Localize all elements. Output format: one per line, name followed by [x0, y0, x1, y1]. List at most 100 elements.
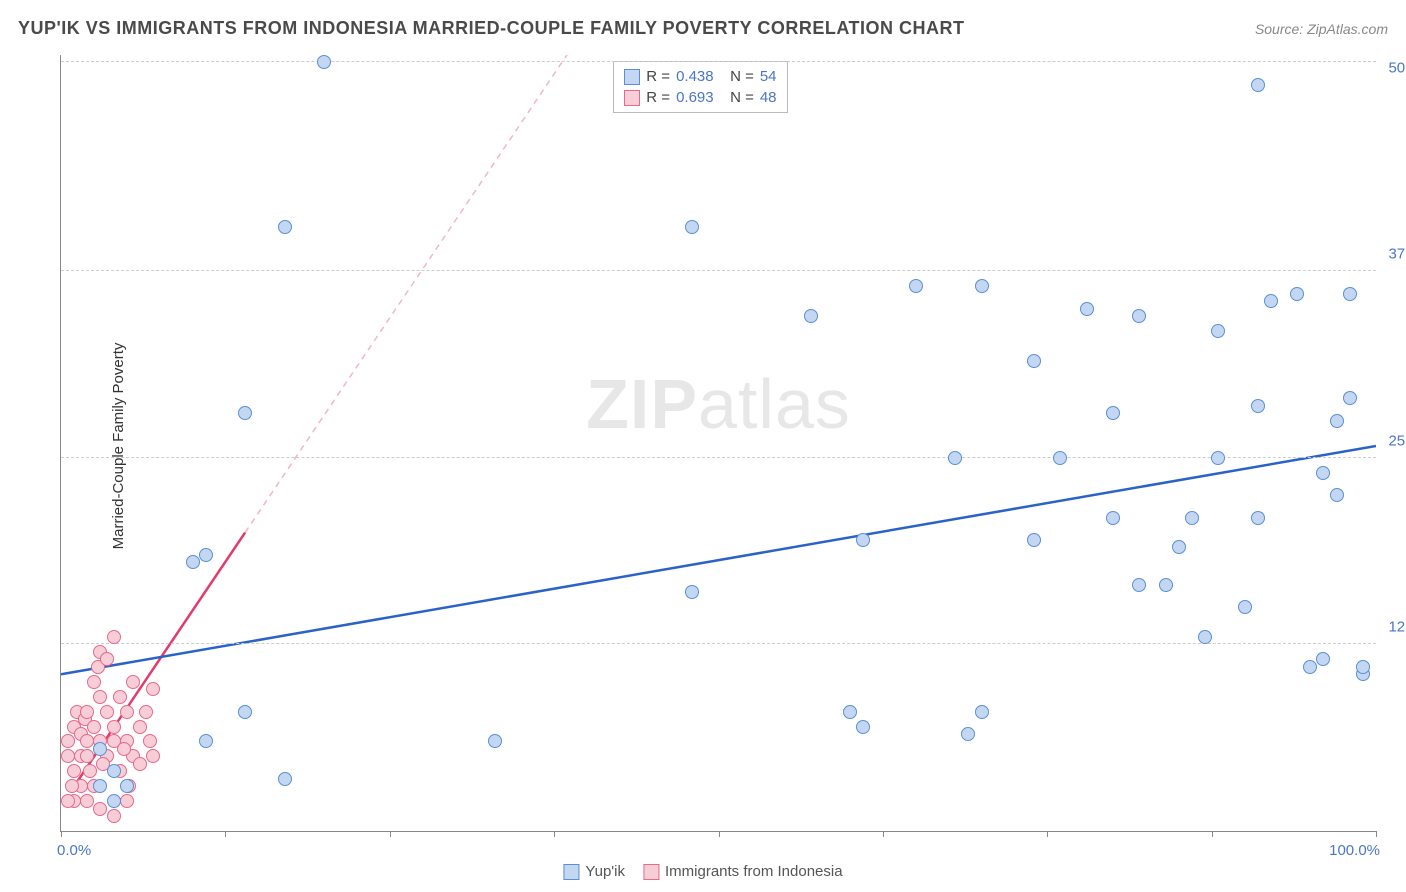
data-point-series1 — [1316, 652, 1330, 666]
data-point-series2 — [139, 705, 153, 719]
data-point-series1 — [975, 279, 989, 293]
data-point-series2 — [61, 749, 75, 763]
data-point-series1 — [278, 772, 292, 786]
data-point-series1 — [1211, 324, 1225, 338]
data-point-series2 — [65, 779, 79, 793]
data-point-series1 — [1251, 78, 1265, 92]
r-value-2: 0.693 — [676, 89, 724, 106]
x-tick — [554, 831, 555, 837]
data-point-series2 — [93, 802, 107, 816]
data-point-series1 — [1132, 578, 1146, 592]
data-point-series2 — [80, 794, 94, 808]
data-point-series2 — [61, 794, 75, 808]
data-point-series2 — [146, 682, 160, 696]
data-point-series1 — [1106, 511, 1120, 525]
data-point-series1 — [1132, 309, 1146, 323]
data-point-series1 — [199, 734, 213, 748]
data-point-series1 — [1303, 660, 1317, 674]
data-point-series1 — [488, 734, 502, 748]
chart-title: YUP'IK VS IMMIGRANTS FROM INDONESIA MARR… — [18, 18, 965, 39]
data-point-series2 — [80, 705, 94, 719]
data-point-series1 — [1264, 294, 1278, 308]
scatter-chart: ZIPatlas R = 0.438 N = 54 R = 0.693 N = … — [60, 55, 1376, 832]
data-point-series2 — [61, 734, 75, 748]
data-point-series1 — [1198, 630, 1212, 644]
data-point-series1 — [1251, 511, 1265, 525]
data-point-series2 — [93, 690, 107, 704]
n-value-1: 54 — [760, 68, 777, 85]
x-tick — [225, 831, 226, 837]
trendlines-svg — [61, 55, 1376, 831]
bottom-swatch-1 — [563, 864, 579, 880]
data-point-series1 — [856, 533, 870, 547]
data-point-series1 — [1251, 399, 1265, 413]
x-tick-label: 100.0% — [1329, 842, 1380, 859]
data-point-series1 — [909, 279, 923, 293]
gridline-h — [61, 457, 1376, 458]
data-point-series1 — [948, 451, 962, 465]
data-point-series1 — [961, 727, 975, 741]
r-label-2: R = — [646, 89, 670, 106]
gridline-h — [61, 270, 1376, 271]
y-tick-label: 25.0% — [1388, 432, 1406, 449]
data-point-series1 — [1027, 533, 1041, 547]
data-point-series1 — [975, 705, 989, 719]
source-attribution: Source: ZipAtlas.com — [1255, 21, 1388, 37]
legend-row-series1: R = 0.438 N = 54 — [624, 66, 776, 87]
x-tick — [61, 831, 62, 837]
data-point-series2 — [87, 675, 101, 689]
data-point-series1 — [1290, 287, 1304, 301]
y-tick-label: 37.5% — [1388, 246, 1406, 263]
data-point-series1 — [1159, 578, 1173, 592]
gridline-h — [61, 61, 1376, 62]
gridline-h — [61, 643, 1376, 644]
data-point-series1 — [1172, 540, 1186, 554]
bottom-label-1: Yup'ik — [585, 863, 625, 880]
data-point-series1 — [1330, 414, 1344, 428]
trendline — [61, 446, 1376, 674]
data-point-series1 — [186, 555, 200, 569]
data-point-series2 — [107, 630, 121, 644]
data-point-series2 — [100, 652, 114, 666]
data-point-series1 — [1316, 466, 1330, 480]
r-label-1: R = — [646, 68, 670, 85]
trendline — [245, 55, 587, 533]
data-point-series1 — [1343, 391, 1357, 405]
x-tick — [1376, 831, 1377, 837]
data-point-series2 — [113, 690, 127, 704]
watermark-atlas: atlas — [698, 365, 851, 443]
x-tick — [883, 831, 884, 837]
data-point-series2 — [83, 764, 97, 778]
legend-swatch-series1 — [624, 69, 640, 85]
data-point-series1 — [685, 585, 699, 599]
data-point-series1 — [107, 794, 121, 808]
bottom-swatch-2 — [643, 864, 659, 880]
watermark: ZIPatlas — [586, 364, 851, 444]
data-point-series1 — [107, 764, 121, 778]
data-point-series1 — [238, 705, 252, 719]
data-point-series1 — [843, 705, 857, 719]
data-point-series2 — [143, 734, 157, 748]
data-point-series1 — [1356, 660, 1370, 674]
data-point-series1 — [199, 548, 213, 562]
data-point-series1 — [1185, 511, 1199, 525]
r-value-1: 0.438 — [676, 68, 724, 85]
data-point-series2 — [126, 675, 140, 689]
data-point-series1 — [93, 742, 107, 756]
data-point-series1 — [1330, 488, 1344, 502]
data-point-series2 — [120, 794, 134, 808]
data-point-series2 — [146, 749, 160, 763]
data-point-series1 — [856, 720, 870, 734]
y-tick-label: 12.5% — [1388, 619, 1406, 636]
x-tick — [719, 831, 720, 837]
data-point-series2 — [80, 734, 94, 748]
data-point-series1 — [1343, 287, 1357, 301]
correlation-legend: R = 0.438 N = 54 R = 0.693 N = 48 — [613, 61, 787, 113]
data-point-series2 — [133, 720, 147, 734]
data-point-series2 — [133, 757, 147, 771]
data-point-series1 — [1053, 451, 1067, 465]
data-point-series2 — [100, 705, 114, 719]
data-point-series2 — [107, 720, 121, 734]
legend-swatch-series2 — [624, 90, 640, 106]
source-name: ZipAtlas.com — [1307, 21, 1388, 37]
